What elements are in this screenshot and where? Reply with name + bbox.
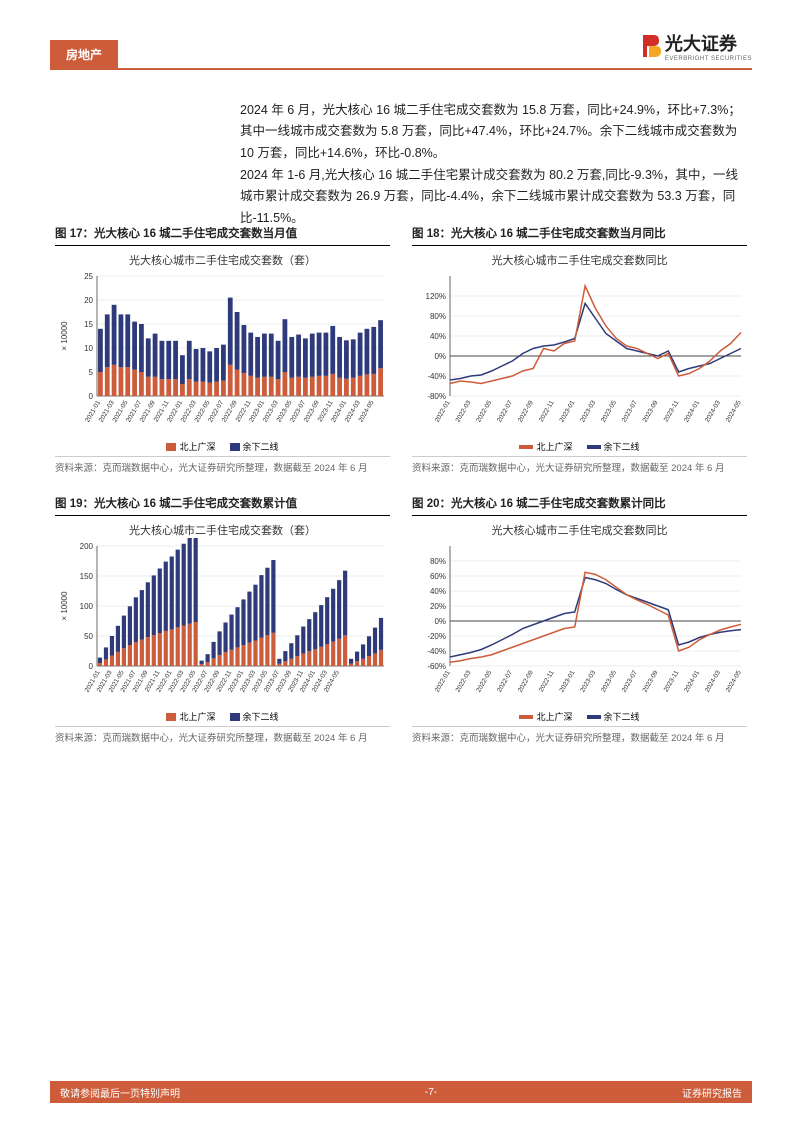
svg-text:2022-07: 2022-07 (496, 669, 514, 693)
svg-text:200: 200 (80, 542, 94, 551)
fig19-caption: 图 19：光大核心 16 城二手住宅成交套数累计值 (55, 495, 390, 516)
svg-text:2024-03: 2024-03 (704, 669, 722, 693)
section-tab: 房地产 (50, 40, 118, 69)
svg-text:2022-01: 2022-01 (434, 399, 452, 423)
svg-text:2022-11: 2022-11 (538, 399, 556, 423)
svg-text:2023-09: 2023-09 (642, 399, 660, 423)
logo-icon (639, 33, 661, 59)
svg-text:2022-11: 2022-11 (538, 669, 556, 693)
fig18-caption: 图 18：光大核心 16 城二手住宅成交套数当月同比 (412, 225, 747, 246)
svg-text:100: 100 (80, 602, 94, 611)
fig19-legend: 北上广深 余下二线 (55, 710, 390, 723)
svg-text:120%: 120% (426, 292, 446, 301)
svg-text:2023-01: 2023-01 (558, 399, 576, 423)
header-rule (50, 68, 752, 70)
svg-text:× 10000: × 10000 (60, 591, 69, 621)
footer-page: -7- (425, 1087, 437, 1098)
fig18-legend: 北上广深 余下二线 (412, 440, 747, 453)
fig18-source: 资料来源：克而瑞数据中心，光大证券研究所整理，数据截至 2024 年 6 月 (412, 456, 747, 474)
svg-text:10: 10 (84, 344, 93, 353)
fig18-title: 光大核心城市二手住宅成交套数同比 (412, 252, 747, 268)
fig20-chart: -60% -40% -20% 0% 20% 40% 60% 80% 2022-012022-03… (412, 538, 747, 708)
svg-text:2022-09: 2022-09 (517, 669, 535, 693)
svg-text:40%: 40% (430, 587, 446, 596)
fig20-legend: 北上广深 余下二线 (412, 710, 747, 723)
svg-text:-40%: -40% (427, 372, 446, 381)
fig17-legend: 北上广深 余下二线 (55, 440, 390, 453)
svg-text:2024-05: 2024-05 (725, 669, 743, 693)
svg-text:-20%: -20% (427, 632, 446, 641)
svg-text:× 10000: × 10000 (60, 321, 69, 351)
svg-text:60%: 60% (430, 572, 446, 581)
svg-text:0%: 0% (434, 352, 446, 361)
figure-row-1: 图 17：光大核心 16 城二手住宅成交套数当月值 光大核心城市二手住宅成交套数… (55, 225, 747, 474)
svg-text:20: 20 (84, 296, 93, 305)
svg-text:2023-11: 2023-11 (663, 399, 681, 423)
svg-text:-80%: -80% (427, 392, 446, 401)
svg-text:2023-07: 2023-07 (621, 399, 639, 423)
svg-text:2024-03: 2024-03 (704, 399, 722, 423)
svg-text:80%: 80% (430, 312, 446, 321)
svg-text:2022-07: 2022-07 (496, 399, 514, 423)
fig17-caption: 图 17：光大核心 16 城二手住宅成交套数当月值 (55, 225, 390, 246)
fig19-source: 资料来源：克而瑞数据中心，光大证券研究所整理，数据截至 2024 年 6 月 (55, 726, 390, 744)
svg-text:15: 15 (84, 320, 93, 329)
fig17-source: 资料来源：克而瑞数据中心，光大证券研究所整理，数据截至 2024 年 6 月 (55, 456, 390, 474)
fig18-chart: -80%-40%0%40%80%120%2022-012022-032022-0… (412, 268, 747, 438)
fig19-title: 光大核心城市二手住宅成交套数（套） (55, 522, 390, 538)
fig20-caption: 图 20：光大核心 16 城二手住宅成交套数累计同比 (412, 495, 747, 516)
svg-text:25: 25 (84, 272, 93, 281)
brand-name: 光大证券 (665, 30, 752, 56)
svg-text:0: 0 (89, 392, 94, 401)
svg-text:2023-03: 2023-03 (579, 399, 597, 423)
fig17-title: 光大核心城市二手住宅成交套数（套） (55, 252, 390, 268)
svg-text:2024-01: 2024-01 (683, 399, 701, 423)
svg-text:2022-05: 2022-05 (475, 399, 493, 423)
svg-text:2022-03: 2022-03 (455, 399, 473, 423)
footer-left: 敬请参阅最后一页特别声明 (60, 1085, 180, 1100)
fig20-source: 资料来源：克而瑞数据中心，光大证券研究所整理，数据截至 2024 年 6 月 (412, 726, 747, 744)
svg-text:2022-01: 2022-01 (434, 669, 452, 693)
figure-17: 图 17：光大核心 16 城二手住宅成交套数当月值 光大核心城市二手住宅成交套数… (55, 225, 390, 474)
svg-text:2022-03: 2022-03 (455, 669, 473, 693)
svg-text:5: 5 (89, 368, 94, 377)
figure-20: 图 20：光大核心 16 城二手住宅成交套数累计同比 光大核心城市二手住宅成交套… (412, 495, 747, 744)
svg-text:2023-11: 2023-11 (663, 669, 681, 693)
paragraph-2: 2024 年 1-6 月,光大核心 16 城二手住宅累计成交套数为 80.2 万… (240, 165, 747, 229)
svg-text:2024-05: 2024-05 (725, 399, 743, 423)
svg-text:-40%: -40% (427, 647, 446, 656)
fig20-title: 光大核心城市二手住宅成交套数同比 (412, 522, 747, 538)
svg-text:2024-01: 2024-01 (683, 669, 701, 693)
svg-text:80%: 80% (430, 557, 446, 566)
svg-text:2023-03: 2023-03 (579, 669, 597, 693)
brand-logo: 光大证券 EVERBRIGHT SECURITIES (639, 30, 752, 62)
page-footer: 敬请参阅最后一页特别声明 -7- 证券研究报告 (50, 1081, 752, 1103)
svg-text:2023-01: 2023-01 (558, 669, 576, 693)
svg-text:2023-05: 2023-05 (600, 399, 618, 423)
brand-sub: EVERBRIGHT SECURITIES (665, 56, 752, 62)
svg-text:50: 50 (84, 632, 93, 641)
svg-text:0: 0 (89, 662, 94, 671)
svg-text:2023-09: 2023-09 (642, 669, 660, 693)
figure-18: 图 18：光大核心 16 城二手住宅成交套数当月同比 光大核心城市二手住宅成交套… (412, 225, 747, 474)
svg-text:-60%: -60% (427, 662, 446, 671)
svg-text:2023-07: 2023-07 (621, 669, 639, 693)
svg-text:2022-05: 2022-05 (475, 669, 493, 693)
fig19-chart: × 100000501001502002021-012021-032021-05… (55, 538, 390, 708)
fig17-chart: × 1000005101520252021-012021-032021-0520… (55, 268, 390, 438)
svg-text:20%: 20% (430, 602, 446, 611)
svg-text:0%: 0% (434, 617, 446, 626)
figure-19: 图 19：光大核心 16 城二手住宅成交套数累计值 光大核心城市二手住宅成交套数… (55, 495, 390, 744)
figure-row-2: 图 19：光大核心 16 城二手住宅成交套数累计值 光大核心城市二手住宅成交套数… (55, 495, 747, 744)
svg-text:2023-05: 2023-05 (600, 669, 618, 693)
paragraph-1: 2024 年 6 月，光大核心 16 城二手住宅成交套数为 15.8 万套，同比… (240, 100, 747, 164)
svg-text:40%: 40% (430, 332, 446, 341)
footer-right: 证券研究报告 (682, 1085, 742, 1100)
svg-text:150: 150 (80, 572, 94, 581)
svg-text:2022-09: 2022-09 (517, 399, 535, 423)
